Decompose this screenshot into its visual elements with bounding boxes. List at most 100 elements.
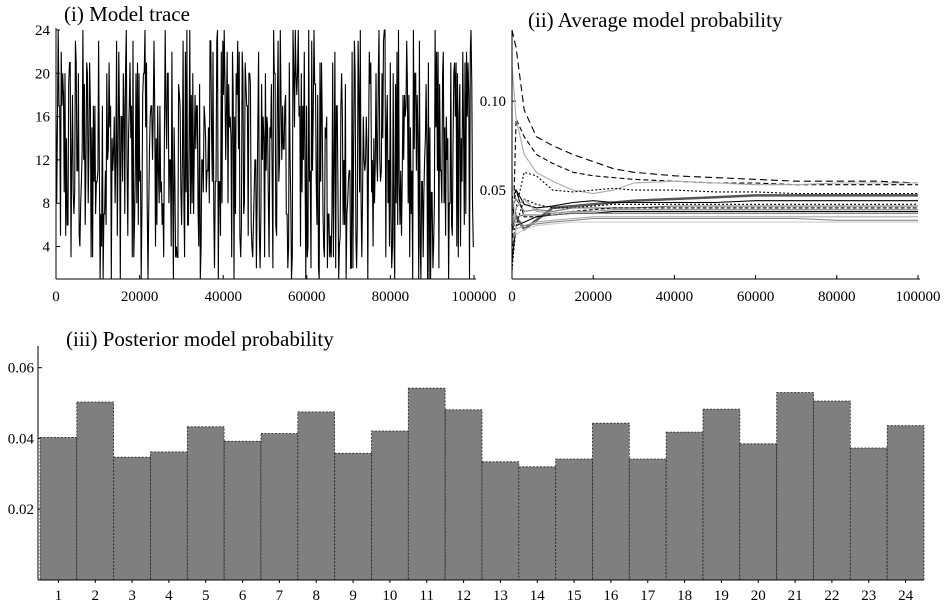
- average-probability-line: [511, 29, 919, 184]
- x-tick-label: 2: [92, 588, 100, 604]
- average-probability-line: [511, 118, 918, 271]
- x-tick-label: 17: [640, 588, 656, 604]
- average-probability-y-ticks: 0.05 0.10: [480, 94, 516, 199]
- posterior-bar: [113, 456, 151, 581]
- posterior-bar: [518, 466, 556, 581]
- x-tick-label: 23: [861, 588, 876, 604]
- posterior-bar: [739, 443, 777, 581]
- posterior-bar: [702, 408, 741, 581]
- posterior-bar: [334, 452, 372, 581]
- posterior-bar: [297, 411, 335, 581]
- posterior-bar: [481, 461, 520, 581]
- x-tick-label: 12: [456, 588, 471, 604]
- posterior-bar: [39, 436, 78, 581]
- average-probability-line: [511, 198, 918, 226]
- x-tick-label: 11: [420, 588, 434, 604]
- x-tick-label: 21: [788, 588, 803, 604]
- x-tick-label: 40000: [656, 289, 694, 305]
- posterior-bar: [849, 447, 888, 581]
- average-probability-x-ticks: 0 20000 40000 60000 80000 100000: [508, 275, 941, 305]
- posterior-bar: [260, 433, 299, 581]
- posterior-bar: [628, 458, 667, 581]
- y-tick-label: 0.05: [480, 183, 506, 199]
- average-probability-line: [511, 211, 918, 227]
- posterior-bar: [813, 400, 851, 581]
- x-tick-label: 0: [52, 289, 60, 305]
- average-probability-line: [511, 172, 918, 236]
- x-tick-label: 20: [751, 588, 766, 604]
- model-trace-panel: (i) Model trace 4 8 12 16 20 24 0 20000 40000 60…: [35, 2, 497, 305]
- posterior-bar: [592, 422, 630, 581]
- x-tick-label: 1: [55, 588, 63, 604]
- average-probability-line: [511, 65, 918, 195]
- x-tick-label: 80000: [372, 289, 410, 305]
- model-trace-y-ticks: 4 8 12 16 20 24: [35, 23, 60, 256]
- posterior-bar: [444, 409, 483, 581]
- average-probability-line: [511, 171, 918, 271]
- x-tick-label: 9: [349, 588, 357, 604]
- x-tick-label: 16: [603, 588, 619, 604]
- average-probability-line: [511, 198, 918, 218]
- x-tick-label: 6: [239, 588, 247, 604]
- x-tick-label: 100000: [452, 289, 497, 305]
- posterior-probability-bars: [39, 387, 925, 581]
- posterior-probability-x-ticks: 1 2 3 4 5 6 7 8 9 10 11 12 13 14 15 16 17 18 19 20 21 22 23 24: [55, 580, 914, 604]
- x-tick-label: 40000: [204, 289, 242, 305]
- x-tick-label: 4: [165, 588, 173, 604]
- y-tick-label: 4: [43, 240, 51, 256]
- y-tick-label: 12: [35, 153, 50, 169]
- posterior-probability-y-ticks: 0.02 0.04 0.06: [8, 361, 42, 518]
- model-trace-series: [55, 29, 474, 280]
- posterior-bar: [776, 392, 814, 581]
- model-trace-line: [55, 29, 474, 280]
- posterior-bar: [186, 426, 225, 581]
- x-tick-label: 60000: [737, 289, 775, 305]
- x-tick-label: 24: [898, 588, 914, 604]
- x-tick-label: 7: [276, 588, 284, 604]
- x-tick-label: 20000: [574, 289, 612, 305]
- posterior-bar: [665, 431, 704, 581]
- average-probability-series: [510, 29, 919, 271]
- x-tick-label: 20000: [121, 289, 159, 305]
- average-probability-line: [511, 189, 918, 218]
- y-tick-label: 0.02: [8, 502, 34, 518]
- x-tick-label: 10: [382, 588, 397, 604]
- posterior-bar: [555, 458, 593, 581]
- y-tick-label: 0.06: [8, 361, 35, 377]
- x-tick-label: 13: [493, 588, 508, 604]
- posterior-bar: [76, 401, 115, 581]
- y-tick-label: 8: [43, 196, 51, 212]
- posterior-bar: [371, 430, 409, 581]
- average-probability-line: [511, 198, 918, 271]
- x-tick-label: 18: [677, 588, 692, 604]
- average-probability-line: [511, 197, 918, 212]
- posterior-bar: [223, 440, 262, 581]
- x-tick-label: 5: [202, 588, 210, 604]
- x-tick-label: 3: [128, 588, 136, 604]
- average-probability-line: [511, 188, 918, 209]
- average-probability-line: [511, 210, 918, 262]
- x-tick-label: 0: [508, 289, 516, 305]
- average-probability-title: (ii) Average model probability: [528, 8, 783, 32]
- posterior-probability-panel: (iii) Posterior model probability 0.020.…: [8, 327, 925, 604]
- average-probability-panel: (ii) Average model probability 0.050.10 …: [480, 8, 941, 305]
- x-tick-label: 14: [530, 588, 546, 604]
- y-tick-label: 0.10: [480, 94, 506, 110]
- y-tick-label: 20: [35, 66, 50, 82]
- x-tick-label: 60000: [288, 289, 326, 305]
- x-tick-label: 100000: [896, 289, 941, 305]
- model-trace-x-ticks: 0 20000 40000 60000 80000 100000: [52, 275, 497, 305]
- posterior-probability-title: (iii) Posterior model probability: [66, 327, 334, 351]
- x-tick-label: 15: [567, 588, 582, 604]
- y-tick-label: 0.04: [8, 431, 35, 447]
- x-tick-label: 80000: [818, 289, 856, 305]
- model-trace-title: (i) Model trace: [64, 2, 190, 26]
- x-tick-label: 22: [824, 588, 839, 604]
- average-probability-line: [511, 216, 918, 244]
- posterior-bar: [886, 425, 925, 581]
- x-tick-label: 19: [714, 588, 729, 604]
- posterior-bar: [150, 451, 188, 581]
- posterior-bar: [407, 387, 446, 581]
- y-tick-label: 24: [35, 23, 51, 39]
